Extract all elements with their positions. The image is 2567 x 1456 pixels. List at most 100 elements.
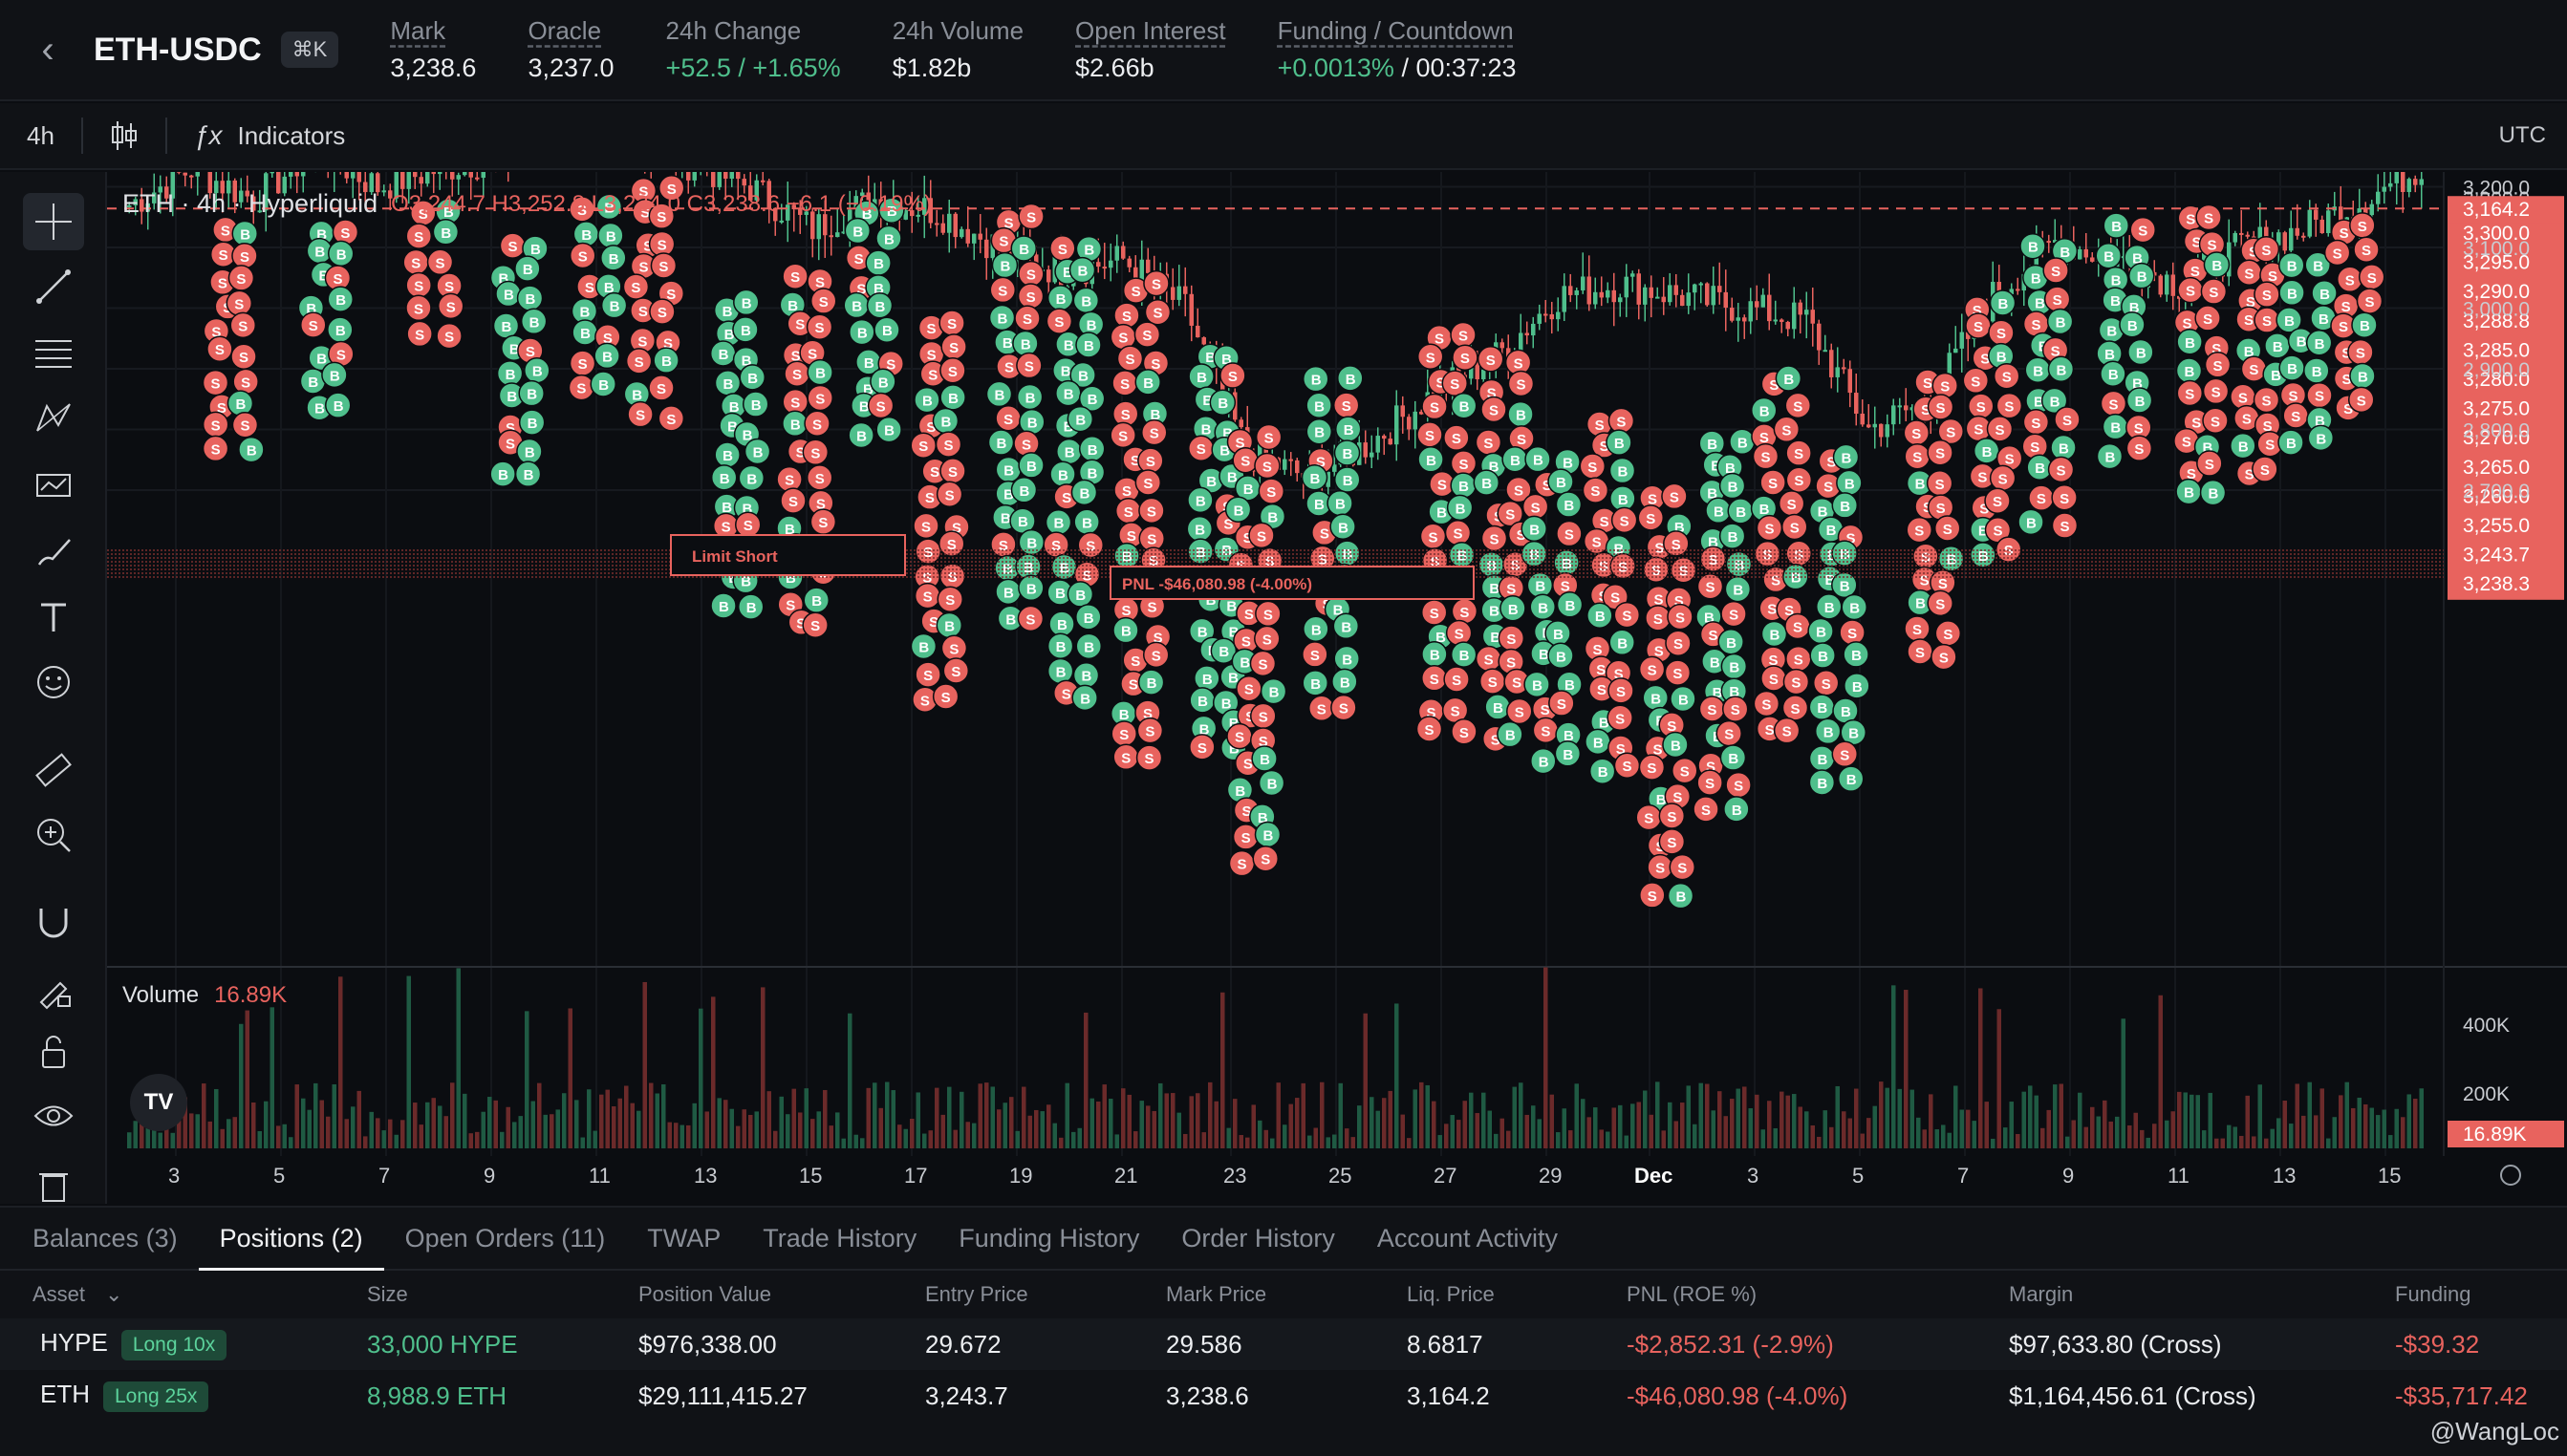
volume-bar	[1407, 1138, 1412, 1148]
candle-body	[965, 228, 970, 244]
trade-marker	[658, 405, 685, 432]
trade-marker-label: B	[878, 375, 889, 391]
time-axis-label: 3	[168, 1164, 180, 1188]
volume-bar	[363, 1136, 368, 1148]
candle-body	[2046, 241, 2051, 244]
volume-bar	[704, 1111, 709, 1148]
trade-marker-label: B	[884, 423, 895, 439]
volume-bar	[1922, 1129, 1927, 1148]
account-panel: Balances (3) Positions (2) Open Orders (11…	[0, 1206, 2567, 1456]
volume-bar	[1972, 1121, 1976, 1148]
tab-trade-history[interactable]: Trade History	[763, 1223, 917, 1253]
volume-bar	[754, 1111, 759, 1148]
column-header: Position Value	[638, 1282, 772, 1306]
search-shortcut-badge[interactable]: ⌘K	[280, 32, 339, 68]
volume-bar	[2165, 1120, 2169, 1148]
tradingview-logo[interactable]: TV	[130, 1074, 187, 1131]
trade-marker	[1302, 365, 1329, 393]
volume-bar	[1494, 1133, 1499, 1148]
trade-marker-label: S	[947, 316, 957, 332]
trade-marker	[2176, 329, 2203, 355]
trade-marker-label: S	[722, 519, 731, 535]
tab-balances[interactable]: Balances (3)	[32, 1223, 178, 1253]
trade-marker	[1927, 394, 1954, 420]
trash-tool[interactable]	[23, 1156, 84, 1213]
trade-marker-label: S	[1911, 426, 1921, 442]
column-header[interactable]: Asset	[32, 1282, 86, 1306]
tab-funding-history[interactable]: Funding History	[959, 1223, 1140, 1253]
volume-bar	[1649, 1114, 1653, 1148]
trade-marker	[2323, 239, 2351, 267]
candle-type-button[interactable]	[83, 103, 165, 168]
trade-marker-label: S	[1993, 494, 2002, 510]
trade-marker-label: B	[1732, 803, 1742, 819]
trade-marker-label: S	[1531, 500, 1541, 516]
trade-marker-label: S	[1054, 314, 1064, 331]
prediction-tool[interactable]	[23, 457, 84, 514]
timezone-label[interactable]: UTC	[2498, 122, 2546, 148]
lock-draw-tool[interactable]	[23, 961, 84, 1018]
volume-legend: Volume 16.89K	[122, 982, 287, 1009]
trade-marker-label: B	[1003, 335, 1013, 352]
tab-twap[interactable]: TWAP	[647, 1223, 722, 1253]
trade-marker-label: S	[1430, 606, 1439, 622]
tab-account-activity[interactable]: Account Activity	[1376, 1223, 1558, 1253]
fib-tool[interactable]	[23, 325, 84, 382]
trend-line-tool[interactable]	[23, 258, 84, 315]
volume-bar	[1413, 1089, 1417, 1148]
tab-positions[interactable]: Positions (2)	[198, 1208, 384, 1271]
trade-marker-label: B	[1240, 654, 1250, 671]
chart-canvas[interactable]: SBSSSSSSSSSSSSSBSSSBBSBBBSBBSBBSBBBBSBSB…	[107, 172, 2567, 1200]
trade-marker-label: B	[1340, 674, 1350, 691]
indicators-button[interactable]: ƒx Indicators	[167, 103, 372, 168]
trade-marker-label: B	[1489, 459, 1499, 475]
pattern-tool[interactable]	[23, 390, 84, 447]
interval-selector[interactable]: 4h	[27, 120, 54, 150]
pair-selector[interactable]: ETH-USDC	[94, 31, 262, 68]
eye-tool[interactable]	[23, 1087, 84, 1145]
ruler-tool[interactable]	[23, 741, 84, 799]
magnet-tool[interactable]	[23, 894, 84, 952]
trade-marker	[1608, 457, 1636, 484]
trade-marker-label: S	[1670, 489, 1679, 505]
candle-body	[1121, 246, 1126, 259]
trade-marker-label: S	[1974, 319, 1983, 335]
table-row[interactable]: ETH Long 25x 8,988.9 ETH $29,111,415.27 3,24…	[0, 1370, 2567, 1422]
price-chart[interactable]: SBSSSSSSSSSSSSSBSSSBBSBBBSBBSBBSBBBBSBSB…	[107, 172, 2567, 1200]
trade-marker-label: B	[1341, 619, 1351, 635]
sort-chevron-icon[interactable]: ⌄	[105, 1282, 123, 1306]
volume-bar	[2177, 1091, 2182, 1148]
volume-bar	[1755, 1094, 1759, 1148]
table-row[interactable]: HYPE Long 10x 33,000 HYPE $976,338.00 29.672…	[0, 1318, 2567, 1370]
brush-tool[interactable]	[23, 522, 84, 579]
volume-bar	[1487, 1110, 1492, 1148]
volume-bar	[1183, 1133, 1188, 1148]
trade-marker	[2202, 407, 2229, 435]
zoom-in-tool[interactable]	[23, 806, 84, 864]
price-axis-label: 2,800.0	[2463, 420, 2530, 442]
lock-tool[interactable]	[23, 1022, 84, 1080]
trade-marker-label: S	[1228, 369, 1238, 385]
stat-24h-volume: 24h Volume $1.82b	[893, 16, 1024, 83]
trade-marker-label: B	[1823, 724, 1834, 740]
trade-marker-label: S	[1223, 516, 1233, 532]
back-chevron-icon[interactable]: ‹	[41, 28, 54, 71]
candle-body	[2314, 209, 2319, 220]
volume-bar	[419, 1124, 423, 1148]
trade-marker-label: B	[1532, 677, 1542, 694]
text-tool[interactable]	[23, 589, 84, 646]
trade-marker	[1775, 365, 1802, 392]
trade-marker-label: B	[1267, 510, 1278, 526]
trade-marker	[1010, 477, 1038, 503]
trade-marker-label: S	[1237, 857, 1246, 873]
tab-open-orders[interactable]: Open Orders (11)	[404, 1223, 606, 1253]
candle-body	[810, 211, 815, 240]
emoji-tool[interactable]	[23, 653, 84, 711]
crosshair-tool[interactable]	[23, 193, 84, 250]
trade-marker-label: B	[661, 353, 672, 370]
volume-bar	[1842, 1111, 1846, 1148]
trade-marker	[1831, 492, 1859, 519]
candle-body	[2382, 186, 2386, 192]
tab-order-history[interactable]: Order History	[1181, 1223, 1335, 1253]
trade-marker	[2042, 257, 2069, 284]
